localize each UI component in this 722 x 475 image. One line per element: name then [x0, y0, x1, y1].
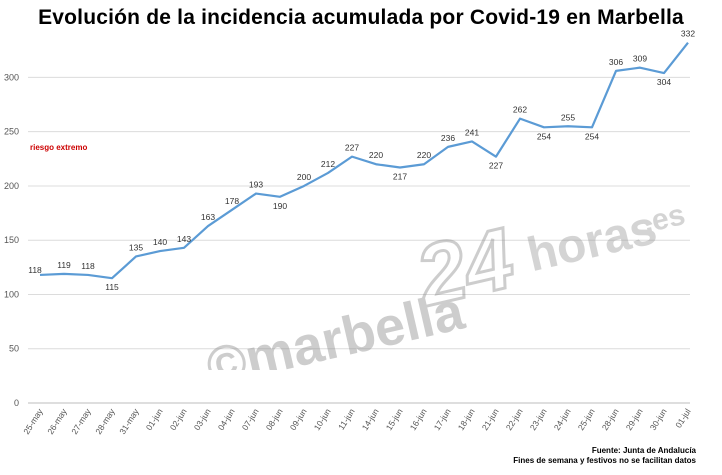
y-axis-ticks: 0 50 100 150 200 250 300: [4, 72, 19, 408]
data-label: 212: [321, 159, 335, 169]
x-tick-label: 01-jun: [144, 407, 165, 433]
data-label: 193: [249, 180, 263, 190]
x-tick-label: 10-jun: [312, 407, 333, 433]
x-tick-label: 29-jun: [624, 407, 645, 433]
data-label: 118: [28, 265, 42, 275]
source-note: Fuente: Junta de Andalucía Fines de sema…: [513, 446, 696, 466]
x-tick-label: 26-may: [45, 406, 69, 436]
x-tick-label: 09-jun: [288, 407, 309, 433]
data-label: 306: [609, 57, 623, 67]
x-tick-label: 18-jun: [456, 407, 477, 433]
x-tick-label: 21-jun: [480, 407, 501, 433]
x-axis-ticks: 25-may 26-may 27-may 28-may 31-may 01-jun 02-j…: [21, 406, 693, 436]
x-tick-label: 25-jun: [576, 407, 597, 433]
footnote-text: Fines de semana y festivos no se facilit…: [513, 456, 696, 465]
data-label: 254: [585, 131, 599, 141]
data-label: 217: [393, 171, 407, 181]
y-tick-label: 250: [4, 127, 19, 137]
y-tick-label: 150: [4, 235, 19, 245]
data-label: 241: [465, 127, 479, 137]
data-label: 254: [537, 131, 551, 141]
data-label: 200: [297, 172, 311, 182]
x-tick-label: 07-jun: [240, 407, 261, 433]
data-label: 309: [633, 54, 647, 64]
x-tick-label: 04-jun: [216, 407, 237, 433]
chart-title: Evolución de la incidencia acumulada por…: [38, 6, 684, 29]
y-tick-label: 300: [4, 72, 19, 82]
series-line: [39, 42, 689, 280]
x-tick-label: 27-may: [69, 406, 93, 436]
x-tick-label: 14-jun: [360, 407, 381, 433]
x-tick-label: 15-jun: [384, 407, 405, 433]
data-label: 255: [561, 112, 575, 122]
x-tick-label: 16-jun: [408, 407, 429, 433]
x-tick-label: 31-may: [117, 406, 141, 436]
data-label: 119: [57, 260, 71, 270]
x-tick-label: 28-jun: [600, 407, 621, 433]
data-labels: 118 119 118 115 135 140 143 163 178 193 190 200 212 2…: [28, 29, 695, 293]
x-tick-label: 24-jun: [552, 407, 573, 433]
gridlines: [28, 76, 690, 350]
y-tick-label: 0: [14, 398, 19, 408]
data-label: 118: [81, 261, 95, 271]
data-label: 227: [345, 143, 359, 153]
x-tick-label: 03-jun: [192, 407, 213, 433]
x-tick-label: 02-jun: [168, 407, 189, 433]
data-label: 332: [681, 29, 695, 39]
data-label: 163: [201, 212, 215, 222]
x-tick-label: 08-jun: [264, 407, 285, 433]
x-tick-label: 01-jul: [673, 407, 693, 430]
data-label: 190: [273, 201, 287, 211]
x-tick-label: 28-may: [93, 406, 117, 436]
data-label: 236: [441, 133, 455, 143]
x-tick-label: 17-jun: [432, 407, 453, 433]
x-tick-label: 11-jun: [336, 407, 357, 432]
y-tick-label: 50: [9, 344, 19, 354]
data-label: 178: [225, 196, 239, 206]
data-label: 143: [177, 234, 191, 244]
x-tick-label: 22-jun: [504, 407, 525, 433]
data-label: 135: [129, 242, 143, 252]
source-text: Fuente: Junta de Andalucía: [591, 446, 696, 455]
data-label: 304: [657, 77, 671, 87]
data-label: 140: [153, 237, 167, 247]
risk-annotation: riesgo extremo: [30, 143, 88, 152]
y-tick-label: 100: [4, 289, 19, 299]
data-label: 220: [417, 150, 431, 160]
data-label: 115: [105, 282, 119, 292]
y-tick-label: 200: [4, 181, 19, 191]
data-label: 220: [369, 150, 383, 160]
x-tick-label: 23-jun: [528, 407, 549, 433]
data-label: 227: [489, 161, 503, 171]
data-label: 262: [513, 105, 527, 115]
x-tick-label: 30-jun: [648, 407, 669, 433]
x-tick-label: 25-may: [21, 406, 45, 436]
